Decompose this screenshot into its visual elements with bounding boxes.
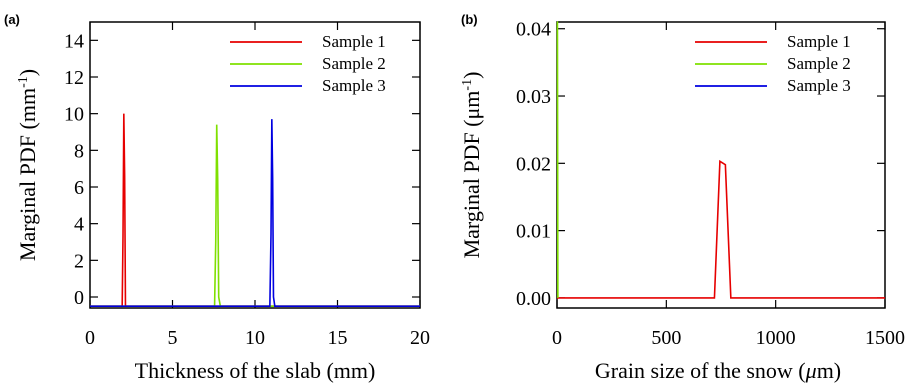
panel-a-label: (a) xyxy=(4,12,20,27)
panel-b-xlabel-main: Grain size of the snow ( xyxy=(595,358,806,383)
panel-b-xlabel-tail: m) xyxy=(817,358,841,383)
panel-b-ylabel-tail: ) xyxy=(459,72,484,79)
y-tick-label: 0.01 xyxy=(516,221,551,243)
panel-b-xlabel-mu: μ xyxy=(805,358,817,383)
panel-b-label: (b) xyxy=(461,12,478,27)
y-tick-label: 12 xyxy=(64,67,84,89)
y-tick-label: 0.02 xyxy=(516,153,551,175)
panel-b-ylabel: Marginal PDF (μm-1) xyxy=(459,72,484,259)
y-tick-label: 0.04 xyxy=(516,19,551,41)
y-tick-label: 2 xyxy=(74,250,84,272)
panel-b-ylabel-mu: μ xyxy=(459,108,484,120)
panel-b-ylabel-main: Marginal PDF ( xyxy=(459,119,484,258)
panel-b-xlabel: Grain size of the snow (μm) xyxy=(595,358,841,383)
legend-label: Sample 1 xyxy=(787,32,851,51)
y-tick-label: 14 xyxy=(64,30,84,52)
x-tick-label: 10 xyxy=(245,327,265,349)
y-tick-label: 8 xyxy=(74,140,84,162)
x-tick-label: 0 xyxy=(552,327,562,349)
legend-label: Sample 2 xyxy=(787,54,851,73)
series-line xyxy=(556,21,559,298)
series-line xyxy=(90,124,420,307)
panel-a-ylabel: Marginal PDF (mm-1) xyxy=(15,69,40,261)
panel-a-ylabel-main: Marginal PDF (mm xyxy=(15,88,40,261)
panel-b-ylabel-mid: m xyxy=(459,91,484,108)
y-tick-label: 10 xyxy=(64,104,84,126)
panel-a: (a) 0 5 10 15 20 0 2 4 6 8 10 12 14 Sample 1 Sample 2… xyxy=(4,12,430,383)
x-tick-label: 0 xyxy=(85,327,95,349)
x-tick-label: 15 xyxy=(328,327,348,349)
legend-label: Sample 3 xyxy=(787,76,851,95)
y-tick-label: 0 xyxy=(74,287,84,309)
x-tick-label: 5 xyxy=(168,327,178,349)
panel-b-ylabel-sup: -1 xyxy=(460,79,475,91)
x-tick-label: 20 xyxy=(410,327,430,349)
panel-a-ylabel-tail: ) xyxy=(15,69,40,76)
legend-label: Sample 1 xyxy=(322,32,386,51)
panel-b: (b) 0 500 1000 1500 0.00 0.01 0.02 0.03 0.04 Sam… xyxy=(459,12,905,383)
x-tick-label: 1000 xyxy=(756,327,796,349)
series-line xyxy=(557,159,885,299)
y-tick-label: 6 xyxy=(74,177,84,199)
panel-a-xlabel: Thickness of the slab (mm) xyxy=(135,358,376,383)
x-tick-label: 1500 xyxy=(865,327,905,349)
x-tick-label: 500 xyxy=(651,327,681,349)
y-tick-label: 0.03 xyxy=(516,86,551,108)
series-line xyxy=(90,119,420,307)
panel-a-ylabel-sup: -1 xyxy=(16,76,31,88)
series-line xyxy=(90,113,420,307)
legend-label: Sample 3 xyxy=(322,76,386,95)
y-tick-label: 4 xyxy=(74,214,84,236)
legend-label: Sample 2 xyxy=(322,54,386,73)
y-tick-label: 0.00 xyxy=(516,288,551,310)
